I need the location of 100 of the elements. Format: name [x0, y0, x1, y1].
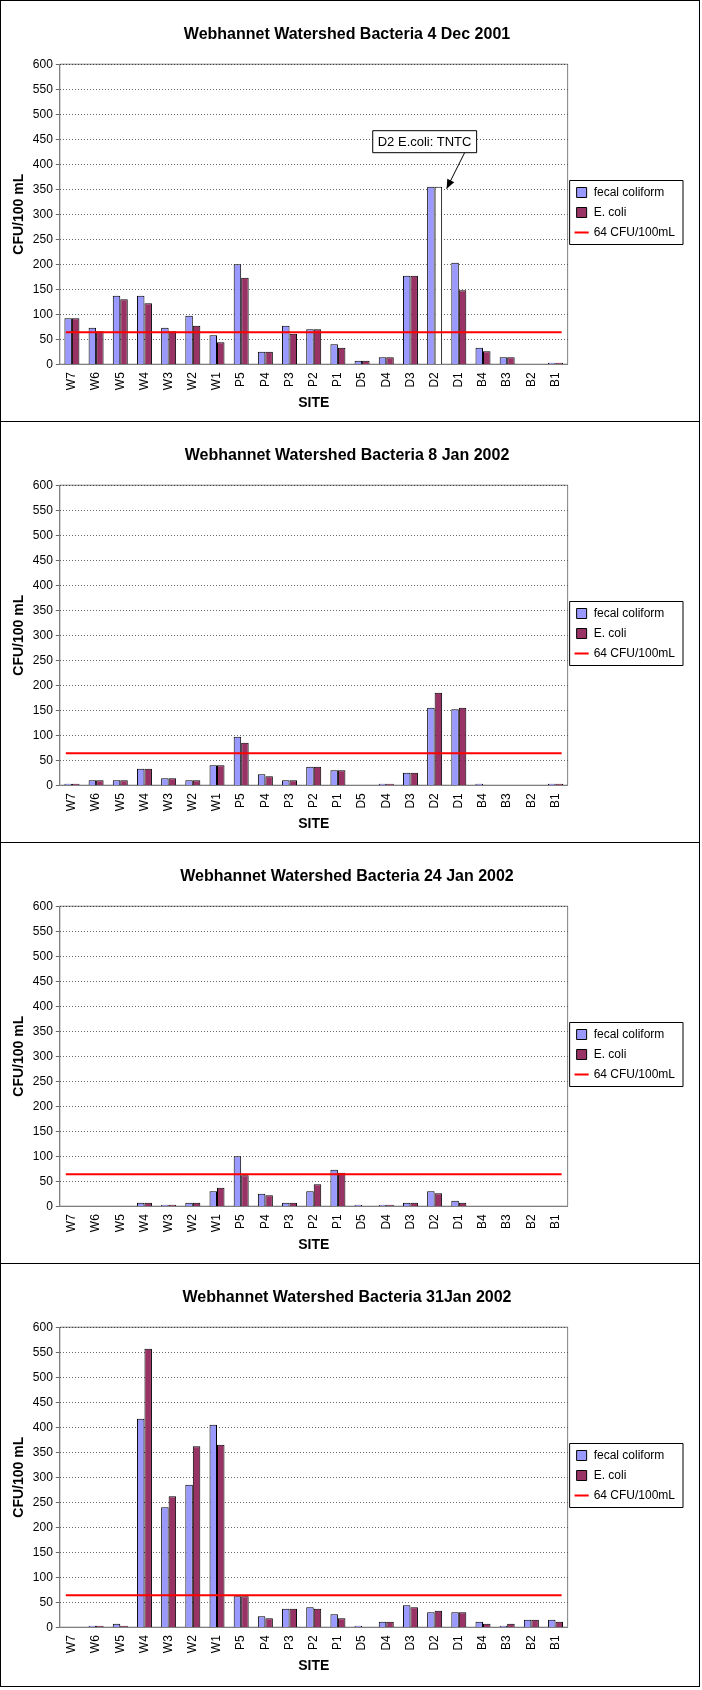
- y-tick-label: 550: [32, 81, 54, 96]
- y-axis-title: CFU/100 mL: [10, 173, 27, 255]
- x-tick-label: P1: [330, 792, 345, 808]
- y-tick-label: 100: [32, 1569, 54, 1584]
- y-tick-label: 450: [32, 131, 54, 146]
- y-tick-label: 600: [32, 1319, 54, 1334]
- chart-title: Webhannet Watershed Bacteria 24 Jan 2002: [180, 867, 514, 885]
- y-tick-label: 200: [32, 1519, 54, 1534]
- x-tick-label: D3: [402, 792, 417, 809]
- y-tick-label: 0: [46, 356, 54, 371]
- x-tick-label: P1: [330, 1213, 345, 1229]
- y-tick-label: 500: [32, 106, 54, 121]
- x-tick-label: P2: [306, 1634, 321, 1650]
- x-tick-label: D3: [402, 371, 417, 388]
- legend-label: E. coli: [593, 1046, 627, 1061]
- x-tick-label: P1: [330, 1634, 345, 1650]
- x-tick-label: W6: [88, 792, 103, 812]
- y-tick-label: 150: [32, 1123, 54, 1138]
- x-tick-label: D3: [402, 1213, 417, 1230]
- chart-title: Webhannet Watershed Bacteria 8 Jan 2002: [184, 446, 510, 464]
- y-tick-label: 50: [39, 752, 54, 767]
- y-tick-label: 350: [32, 1023, 54, 1038]
- y-tick-label: 500: [32, 1369, 54, 1384]
- y-tick-label: 450: [32, 973, 54, 988]
- x-tick-label: D2: [426, 1634, 441, 1651]
- y-tick-label: 150: [32, 281, 54, 296]
- x-tick-label: W7: [64, 1634, 79, 1654]
- y-tick-label: 250: [32, 231, 54, 246]
- x-axis-title: SITE: [298, 394, 330, 411]
- x-tick-label: B1: [547, 1634, 562, 1650]
- y-axis-title: CFU/100 mL: [10, 594, 27, 676]
- x-tick-label: D1: [451, 1213, 466, 1230]
- x-tick-label: W1: [209, 1634, 224, 1654]
- annotation: D2 E.coli: TNTC: [377, 134, 472, 150]
- y-tick-label: 0: [46, 1619, 54, 1634]
- y-tick-label: 0: [46, 1198, 54, 1213]
- x-tick-label: P5: [233, 1634, 248, 1650]
- legend-label: 64 CFU/100mL: [593, 1066, 676, 1081]
- x-tick-label: D1: [451, 1634, 466, 1651]
- y-tick-label: 50: [39, 1594, 54, 1609]
- x-tick-label: W4: [136, 371, 151, 391]
- x-tick-label: W4: [136, 1634, 151, 1654]
- x-tick-label: B3: [499, 1213, 514, 1229]
- x-tick-label: B4: [475, 792, 490, 808]
- x-tick-label: P3: [281, 371, 296, 387]
- legend-label: 64 CFU/100mL: [593, 224, 676, 239]
- y-tick-label: 100: [32, 727, 54, 742]
- x-tick-label: P4: [257, 792, 272, 808]
- x-axis-title: SITE: [298, 815, 330, 832]
- y-tick-label: 550: [32, 923, 54, 938]
- x-tick-label: B1: [547, 792, 562, 808]
- x-tick-label: D1: [451, 792, 466, 809]
- y-tick-label: 400: [32, 577, 54, 592]
- y-tick-label: 400: [32, 1419, 54, 1434]
- y-tick-label: 200: [32, 1098, 54, 1113]
- y-tick-label: 350: [32, 181, 54, 196]
- legend-label: 64 CFU/100mL: [593, 645, 676, 660]
- x-tick-label: P3: [281, 792, 296, 808]
- x-tick-label: D4: [378, 1634, 393, 1651]
- x-tick-label: B2: [523, 1634, 538, 1650]
- x-tick-label: B1: [547, 371, 562, 387]
- x-tick-label: W6: [88, 1213, 103, 1233]
- x-tick-label: W3: [160, 792, 175, 812]
- y-tick-label: 450: [32, 1394, 54, 1409]
- y-tick-label: 0: [46, 777, 54, 792]
- chart-title: Webhannet Watershed Bacteria 31Jan 2002: [182, 1288, 512, 1306]
- x-tick-label: B4: [475, 1213, 490, 1229]
- y-tick-label: 550: [32, 1344, 54, 1359]
- x-tick-label: D3: [402, 1634, 417, 1651]
- x-tick-label: D5: [354, 1213, 369, 1230]
- x-tick-label: P5: [233, 371, 248, 387]
- x-tick-label: W6: [88, 1634, 103, 1654]
- x-tick-label: W5: [112, 1634, 127, 1654]
- y-tick-label: 250: [32, 1494, 54, 1509]
- x-tick-label: W6: [88, 371, 103, 391]
- x-tick-label: P2: [306, 1213, 321, 1229]
- x-tick-label: P5: [233, 1213, 248, 1229]
- x-tick-label: D2: [426, 371, 441, 388]
- y-tick-label: 100: [32, 1148, 54, 1163]
- x-tick-label: B3: [499, 1634, 514, 1650]
- x-tick-label: B2: [523, 1213, 538, 1229]
- x-tick-label: D4: [378, 1213, 393, 1230]
- x-tick-label: W2: [185, 371, 200, 391]
- x-tick-label: W7: [64, 1213, 79, 1233]
- x-tick-label: B4: [475, 371, 490, 387]
- legend-label: E. coli: [593, 625, 627, 640]
- legend-label: fecal coliform: [593, 184, 665, 199]
- x-tick-label: W3: [160, 1213, 175, 1233]
- legend-label: E. coli: [593, 204, 627, 219]
- x-tick-label: P5: [233, 792, 248, 808]
- x-tick-label: D4: [378, 792, 393, 809]
- x-tick-label: W2: [185, 792, 200, 812]
- y-axis-title: CFU/100 mL: [10, 1015, 27, 1097]
- x-tick-label: P4: [257, 1634, 272, 1650]
- y-tick-label: 600: [32, 477, 54, 492]
- y-tick-label: 50: [39, 1173, 54, 1188]
- y-tick-label: 300: [32, 627, 54, 642]
- y-tick-label: 150: [32, 702, 54, 717]
- x-tick-label: W3: [160, 371, 175, 391]
- chart-title: Webhannet Watershed Bacteria 4 Dec 2001: [183, 25, 511, 43]
